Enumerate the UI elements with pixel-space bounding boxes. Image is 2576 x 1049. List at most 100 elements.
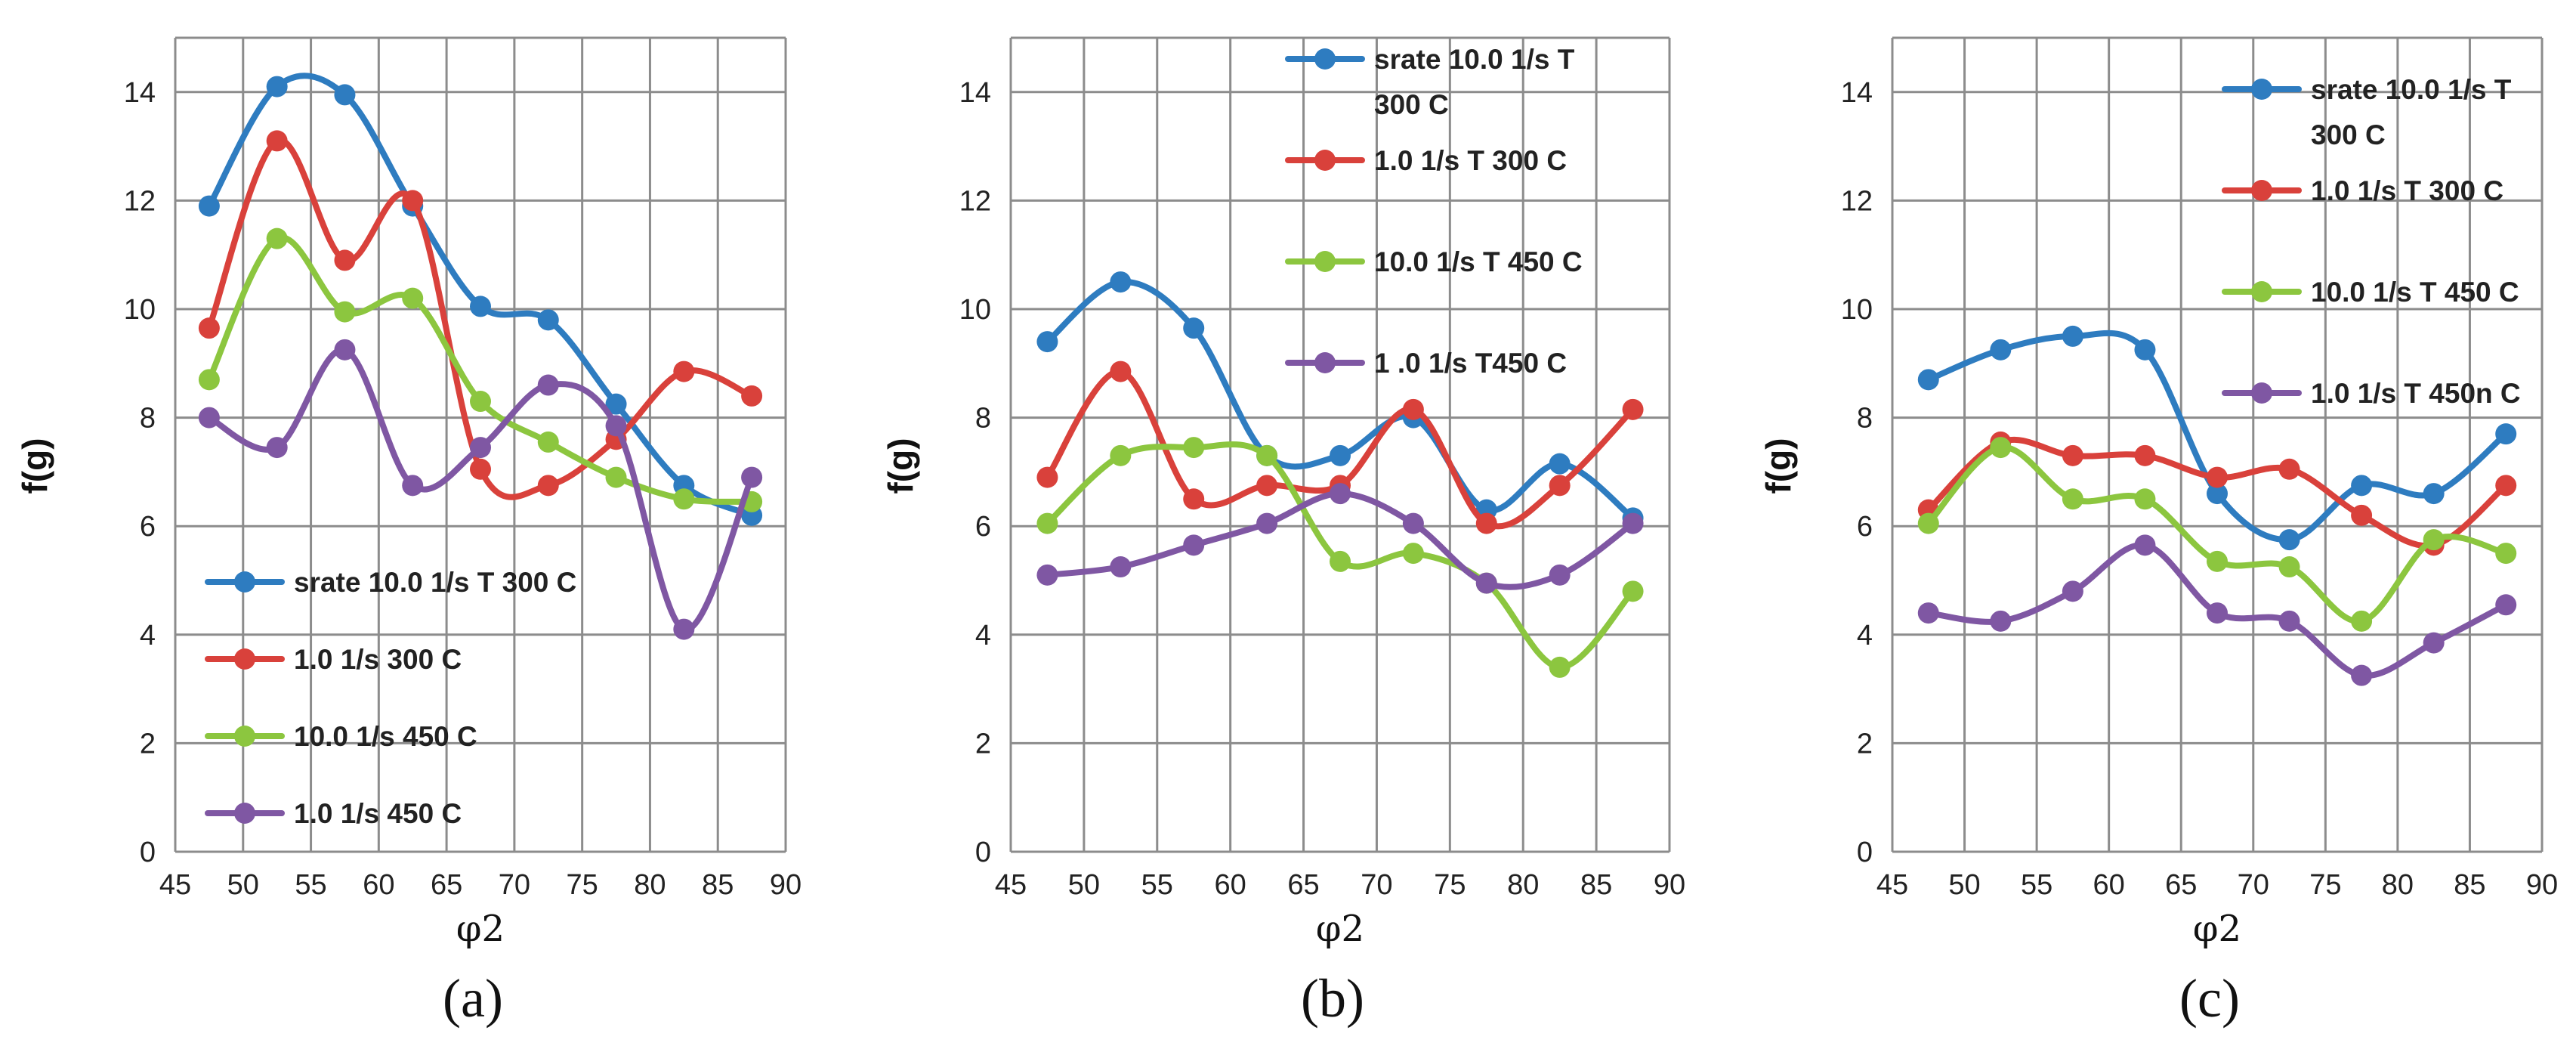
panel-label: (c)	[2179, 968, 2240, 1029]
data-point	[198, 317, 220, 339]
legend-swatch-marker	[2251, 382, 2272, 404]
data-point	[1256, 444, 1278, 466]
chart-panel-2: 45 50 55 60 65 70 75 80 85 90 0 2 4 6 8 10 12 14 f(g) φ2 (b)…	[881, 36, 1685, 1029]
data-point	[537, 374, 559, 396]
chart-panel-3: 45 50 55 60 65 70 75 80 85 90 0 2 4 6 8 10 12 14 f(g) φ2 (c)…	[1759, 36, 2558, 1029]
data-point	[1183, 534, 1205, 556]
y-tick-label: 10	[1841, 294, 1873, 326]
x-tick-label: 55	[2021, 869, 2052, 901]
data-point	[1183, 488, 1205, 510]
series-4: 1.0 1/s 450 C	[198, 339, 763, 829]
data-point	[2423, 483, 2445, 505]
y-tick-label: 4	[140, 620, 156, 651]
legend-label: srate 10.0 1/s T	[2311, 74, 2512, 105]
x-tick-label: 85	[1580, 869, 1612, 901]
data-point	[2062, 580, 2083, 602]
data-point	[1036, 564, 1058, 586]
data-point	[673, 360, 695, 382]
legend-swatch-marker	[1314, 150, 1336, 171]
x-tick-label: 90	[1654, 869, 1685, 901]
x-tick-label: 75	[567, 869, 598, 901]
data-point	[2134, 339, 2156, 360]
legend-label: 1.0 1/s 300 C	[294, 644, 462, 675]
y-axis-title: f(g)	[15, 438, 54, 494]
legend-swatch-marker	[2251, 281, 2272, 302]
data-point	[2062, 488, 2083, 510]
data-point	[1183, 437, 1205, 459]
y-tick-label: 0	[1857, 837, 1873, 868]
legend-swatch-marker	[2251, 79, 2272, 100]
legend-label: 1.0 1/s T 300 C	[1374, 145, 1567, 176]
x-tick-label: 75	[1434, 869, 1466, 901]
legend-swatch-marker	[1314, 251, 1336, 272]
data-point	[1622, 398, 1644, 420]
x-tick-label: 65	[1287, 869, 1319, 901]
y-tick-label: 12	[959, 185, 991, 217]
data-point	[266, 76, 288, 97]
data-point	[334, 301, 356, 323]
x-axis-title: φ2	[1316, 908, 1364, 950]
x-tick-label: 60	[363, 869, 394, 901]
x-axis-title: φ2	[456, 908, 505, 950]
x-tick-label: 60	[1215, 869, 1246, 901]
y-tick-label: 4	[1857, 620, 1873, 651]
x-tick-label: 85	[702, 869, 734, 901]
data-point	[673, 618, 695, 640]
data-point	[1110, 556, 1132, 578]
data-point	[1990, 437, 2012, 459]
data-point	[2278, 529, 2300, 551]
data-point	[2278, 458, 2300, 480]
data-point	[1256, 475, 1278, 497]
data-point	[1990, 339, 2012, 360]
legend-label: 10.0 1/s T 450 C	[1374, 246, 1583, 277]
data-point	[605, 415, 627, 437]
legend-label: 10.0 1/s 450 C	[294, 721, 477, 752]
data-point	[1402, 543, 1424, 565]
data-point	[2207, 483, 2228, 505]
data-point	[1622, 512, 1644, 534]
legend-swatch-marker	[2251, 180, 2272, 201]
data-point	[537, 309, 559, 331]
data-point	[266, 227, 288, 249]
series-3: 10.0 1/s T 450 C	[1917, 277, 2519, 632]
legend-swatch-marker	[234, 571, 255, 593]
series-3: 10.0 1/s 450 C	[198, 227, 763, 752]
y-tick-label: 6	[1857, 511, 1873, 543]
data-point	[1330, 550, 1351, 572]
data-point	[2423, 529, 2445, 551]
x-tick-label: 50	[1948, 869, 1980, 901]
data-point	[402, 475, 424, 497]
data-point	[2207, 602, 2228, 624]
data-point	[741, 466, 763, 488]
series-1: srate 10.0 1/s T 300 C	[1917, 74, 2517, 551]
series-line	[205, 73, 755, 518]
x-tick-label: 80	[634, 869, 666, 901]
data-point	[1256, 512, 1278, 534]
data-point	[334, 339, 356, 360]
data-point	[402, 287, 424, 309]
data-point	[1622, 580, 1644, 602]
legend-label: 300 C	[1374, 89, 1449, 120]
data-point	[1330, 483, 1351, 505]
data-point	[605, 393, 627, 415]
x-tick-label: 75	[2309, 869, 2341, 901]
data-point	[2423, 632, 2445, 654]
y-tick-label: 2	[140, 728, 156, 760]
data-point	[2207, 550, 2228, 572]
data-point	[2351, 664, 2373, 686]
x-tick-label: 80	[1507, 869, 1539, 901]
x-tick-label: 45	[159, 869, 191, 901]
series-4: 1.0 1/s T 450n C	[1917, 378, 2521, 686]
data-point	[266, 437, 288, 459]
data-point	[470, 437, 491, 459]
series-2: 1.0 1/s 300 C	[198, 130, 763, 675]
data-point	[2207, 466, 2228, 488]
data-point	[334, 84, 356, 106]
y-tick-label: 12	[124, 185, 156, 217]
panel-label: (a)	[443, 968, 503, 1029]
data-point	[2351, 610, 2373, 632]
y-tick-label: 10	[124, 294, 156, 326]
series-line	[1044, 490, 1636, 590]
data-point	[1110, 444, 1132, 466]
y-tick-label: 4	[975, 620, 991, 651]
